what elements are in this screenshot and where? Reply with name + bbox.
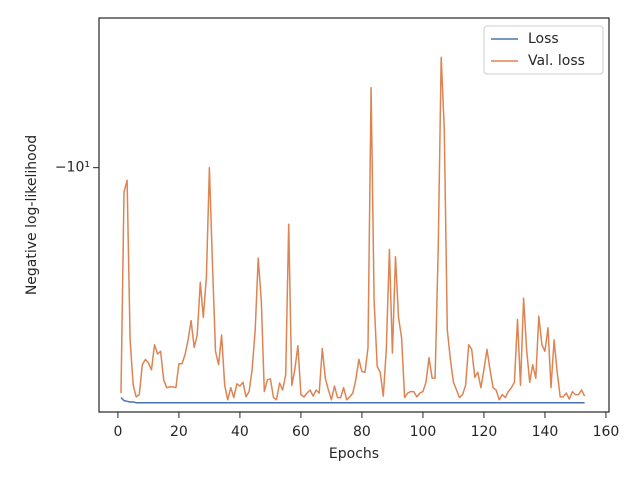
x-tick-label: 160 [593, 424, 620, 440]
series-line [120, 397, 585, 404]
x-tick-label: 120 [471, 424, 498, 440]
x-tick-label: 60 [292, 424, 310, 440]
x-tick-label: 100 [410, 424, 437, 440]
x-tick-label: 40 [231, 424, 249, 440]
y-tick-label: −10¹ [55, 160, 90, 176]
x-axis-label: Epochs [329, 446, 379, 462]
y-axis-label: Negative log-likelihood [24, 135, 40, 295]
axes-frame [98, 17, 610, 413]
legend-label: Val. loss [528, 53, 585, 69]
x-tick-label: 80 [353, 424, 371, 440]
legend-label: Loss [528, 31, 559, 47]
x-tick-label: 0 [113, 424, 122, 440]
x-tick-label: 140 [532, 424, 559, 440]
legend-box [483, 25, 604, 75]
series-line [120, 56, 586, 401]
x-tick-label: 20 [170, 424, 188, 440]
